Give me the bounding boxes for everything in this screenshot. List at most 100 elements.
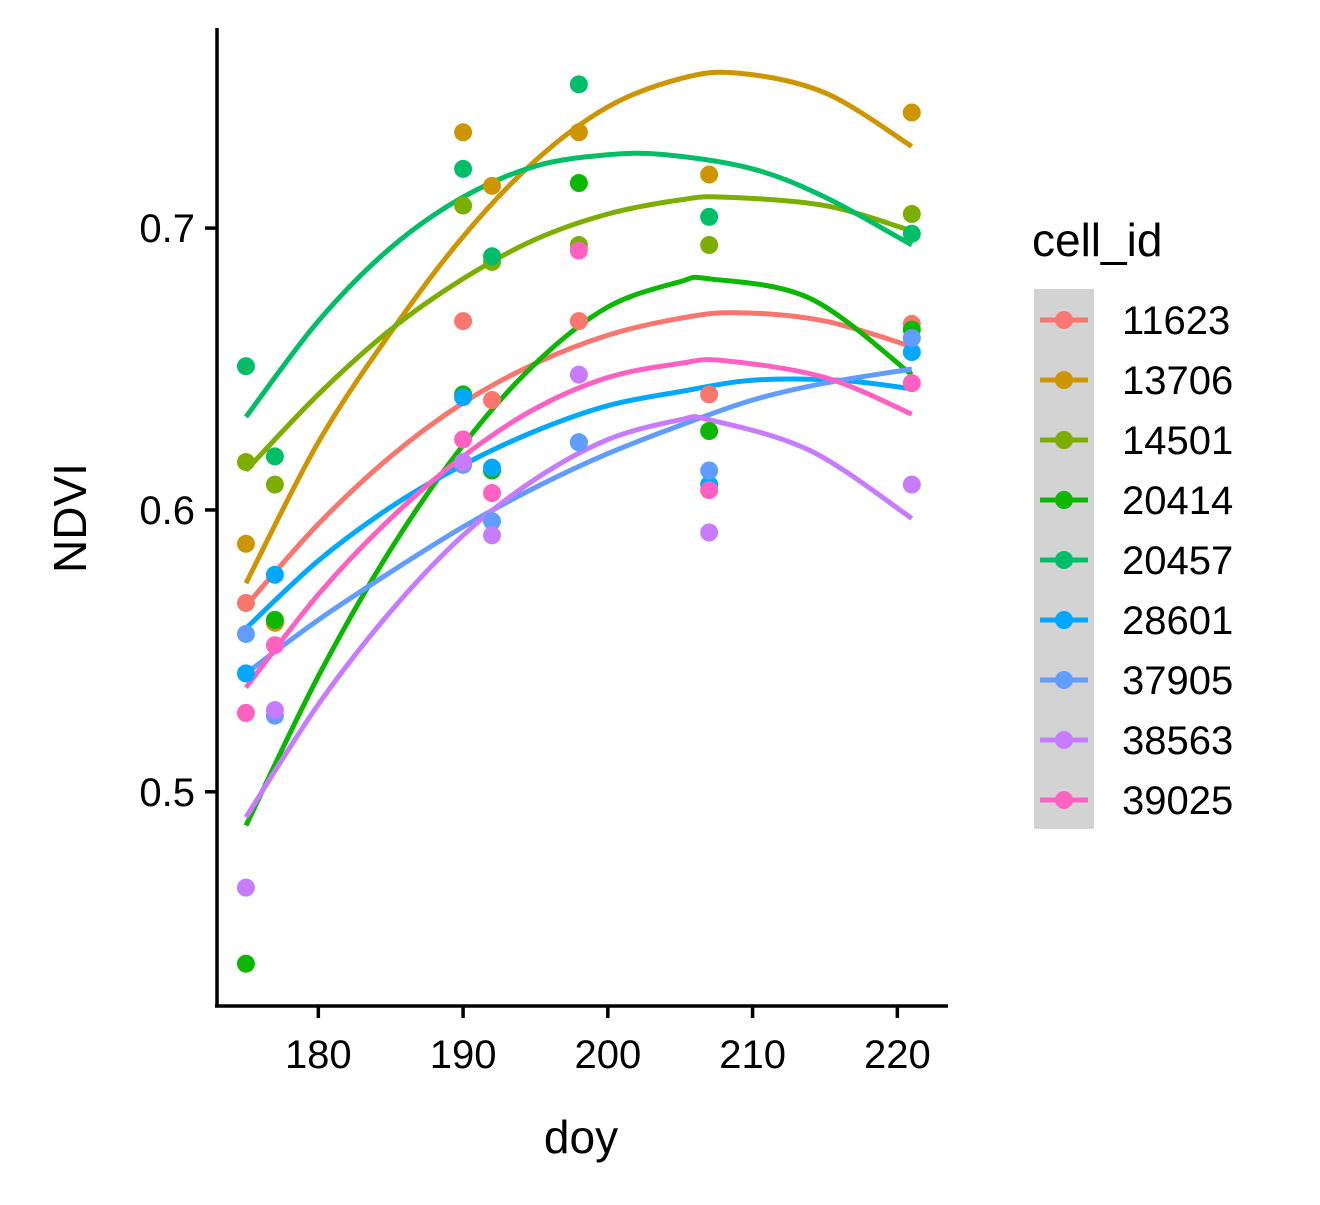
legend-key-point — [1055, 731, 1073, 749]
point-20457-1 — [265, 447, 284, 466]
point-11623-3 — [483, 391, 502, 410]
point-20457-4 — [569, 75, 588, 94]
legend-item-39025: 39025 — [1040, 779, 1233, 823]
fit-line-20457 — [244, 150, 914, 419]
legend-item-11623: 11623 — [1040, 299, 1230, 343]
point-28601-6 — [902, 343, 921, 362]
x-tick-label: 190 — [430, 1033, 497, 1077]
point-13706-3 — [483, 176, 502, 195]
legend-item-28601: 28601 — [1040, 599, 1233, 643]
point-37905-3 — [483, 512, 502, 531]
point-38563-6 — [902, 475, 921, 494]
legend-key-point — [1055, 551, 1073, 569]
fit-line-20414 — [243, 274, 914, 827]
legend-key-point — [1055, 371, 1073, 389]
point-13706-4 — [569, 123, 588, 142]
legend-label: 28601 — [1122, 599, 1233, 643]
points-layer — [236, 75, 921, 973]
point-38563-3 — [483, 526, 502, 545]
fit-line-37905 — [244, 366, 913, 676]
point-38563-2 — [454, 453, 473, 472]
point-39025-6 — [902, 374, 921, 393]
point-14501-1 — [265, 475, 284, 494]
point-20457-6 — [902, 224, 921, 243]
y-tick-label: 0.5 — [139, 771, 195, 815]
x-axis-title: doy — [544, 1111, 618, 1163]
legend-label: 39025 — [1122, 779, 1233, 823]
point-13706-5 — [700, 165, 719, 184]
point-20457-3 — [483, 247, 502, 266]
legend-key-point — [1055, 491, 1073, 509]
point-20414-0 — [236, 954, 255, 973]
legend-item-38563: 38563 — [1040, 719, 1233, 763]
fit-line-39025 — [244, 357, 913, 690]
legend-key-point — [1055, 311, 1073, 329]
point-37905-6 — [902, 329, 921, 348]
x-tick-label: 210 — [719, 1033, 786, 1077]
legend-item-13706: 13706 — [1040, 359, 1233, 403]
legend-key-point — [1055, 671, 1073, 689]
fit-line-38563 — [243, 414, 914, 819]
legend-label: 13706 — [1122, 359, 1233, 403]
point-20414-5 — [700, 422, 719, 441]
legend-label: 37905 — [1122, 659, 1233, 703]
x-tick-label: 200 — [574, 1033, 641, 1077]
legend-label: 14501 — [1122, 419, 1233, 463]
legend-key-point — [1055, 611, 1073, 629]
point-39025-1 — [265, 636, 284, 655]
point-13706-2 — [454, 123, 473, 142]
legend-item-14501: 14501 — [1040, 419, 1233, 463]
point-11623-2 — [454, 312, 473, 331]
fit-line-28601 — [244, 376, 913, 631]
point-39025-5 — [700, 481, 719, 500]
point-39025-4 — [569, 241, 588, 260]
y-axis-title: NDVI — [44, 463, 96, 573]
point-20457-5 — [700, 207, 719, 226]
fit-line-11623 — [244, 310, 913, 608]
point-11623-5 — [700, 385, 719, 404]
point-38563-0 — [236, 878, 255, 897]
point-39025-3 — [483, 484, 502, 503]
point-28601-1 — [265, 565, 284, 584]
legend-item-20457: 20457 — [1040, 539, 1233, 583]
point-13706-6 — [902, 103, 921, 122]
legend-key-point — [1055, 791, 1073, 809]
point-14501-0 — [236, 453, 255, 472]
x-tick-label: 220 — [864, 1033, 931, 1077]
x-ticks: 180 190 200 210 220 — [285, 1006, 931, 1077]
point-20457-0 — [236, 357, 255, 376]
fit-lines-layer — [243, 69, 914, 827]
point-37905-4 — [569, 433, 588, 452]
y-tick-label: 0.6 — [139, 489, 195, 533]
point-39025-2 — [454, 430, 473, 449]
point-20457-2 — [454, 159, 473, 178]
legend-item-37905: 37905 — [1040, 659, 1233, 703]
point-37905-0 — [236, 624, 255, 643]
y-tick-label: 0.7 — [139, 207, 195, 251]
legend-item-20414: 20414 — [1040, 479, 1233, 523]
point-14501-5 — [700, 236, 719, 255]
point-20414-1 — [265, 610, 284, 629]
legend-label: 20414 — [1122, 479, 1233, 523]
legend-items: 11623 13706 14501 20414 20457 28601 37905 38563… — [1040, 299, 1233, 823]
point-38563-1 — [265, 701, 284, 720]
point-14501-6 — [902, 205, 921, 224]
legend-title: cell_id — [1032, 214, 1162, 266]
legend-label: 20457 — [1122, 539, 1233, 583]
x-tick-label: 180 — [285, 1033, 352, 1077]
legend-label: 11623 — [1122, 299, 1230, 343]
legend: cell_id 11623 13706 14501 20414 20457 28601 37… — [1032, 214, 1233, 829]
point-38563-5 — [700, 523, 719, 542]
point-11623-0 — [236, 593, 255, 612]
fit-line-13706 — [243, 69, 914, 585]
point-37905-5 — [700, 461, 719, 480]
legend-key-point — [1055, 431, 1073, 449]
y-ticks: 0.5 0.6 0.7 — [139, 207, 217, 815]
point-20414-4 — [569, 174, 588, 193]
point-28601-0 — [236, 664, 255, 683]
point-14501-2 — [454, 196, 473, 215]
point-11623-4 — [569, 312, 588, 331]
legend-label: 38563 — [1122, 719, 1233, 763]
